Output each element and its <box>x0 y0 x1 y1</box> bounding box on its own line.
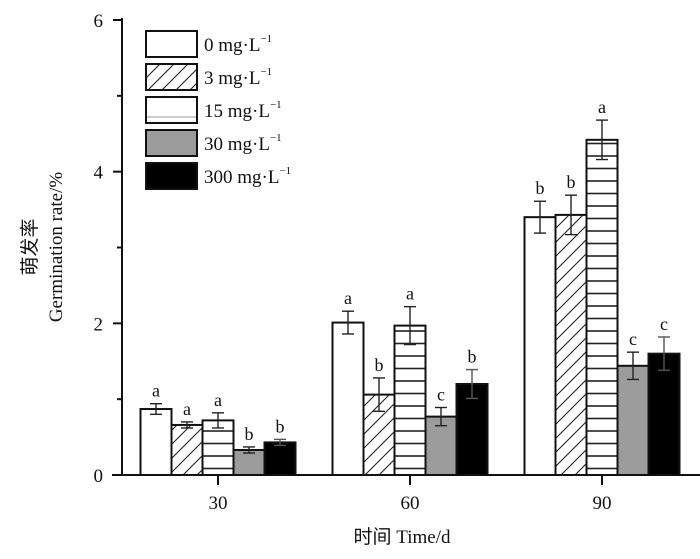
bar-15mg-day-60 <box>395 326 426 475</box>
y-tick-label: 6 <box>94 11 104 32</box>
bar-300mg-day-30 <box>265 442 296 475</box>
x-tick-label: 60 <box>401 493 420 514</box>
y-tick-label: 0 <box>94 466 104 487</box>
significance-letter: b <box>468 347 477 367</box>
bar-300mg-day-90 <box>649 354 680 475</box>
y-axis-title-cn: 萌发率 <box>19 218 41 275</box>
significance-letter: c <box>660 314 668 334</box>
bar-3mg-day-90 <box>556 215 587 475</box>
legend-label: 30 mg·L−1 <box>204 132 282 155</box>
significance-letter: a <box>406 284 414 304</box>
legend-label: 3 mg·L−1 <box>204 66 272 89</box>
legend-label: 15 mg·L−1 <box>204 99 282 122</box>
x-axis-title: 时间 Time/d <box>354 526 451 548</box>
bar-30mg-day-90 <box>618 366 649 475</box>
y-tick-label: 2 <box>94 314 104 335</box>
y-ticks: 0 2 4 6 <box>94 11 123 487</box>
bar-0mg-day-60 <box>333 323 364 475</box>
bar-0mg-day-90 <box>525 217 556 475</box>
significance-letter: b <box>276 416 285 436</box>
significance-letter: b <box>375 355 384 375</box>
significance-letter: a <box>214 390 222 410</box>
significance-letter: b <box>567 172 576 192</box>
significance-letter: b <box>245 424 254 444</box>
legend-item: 300 mg·L−1 <box>146 163 291 189</box>
y-axis-title: Germination rate/% <box>46 172 67 323</box>
significance-letter: a <box>344 288 352 308</box>
significance-letter: c <box>437 385 445 405</box>
legend-item: 3 mg·L−1 <box>146 64 272 90</box>
significance-letter: a <box>183 399 191 419</box>
significance-letter: c <box>629 329 637 349</box>
bar-3mg-day-30 <box>172 425 203 475</box>
legend-swatch <box>146 163 197 189</box>
y-tick-label: 4 <box>94 163 104 184</box>
bar-0mg-day-30 <box>141 409 172 475</box>
legend-label: 300 mg·L−1 <box>204 165 291 188</box>
x-tick-label: 30 <box>209 493 228 514</box>
legend-item: 15 mg·L−1 <box>146 97 282 123</box>
significance-letter: a <box>598 97 606 117</box>
legend-swatch <box>146 64 197 90</box>
significance-letter: b <box>536 178 545 198</box>
x-tick-label: 90 <box>593 493 612 514</box>
bar-30mg-day-30 <box>234 450 265 475</box>
x-ticks: 30 60 90 <box>209 475 612 514</box>
significance-letter: a <box>152 381 160 401</box>
legend-label: 0 mg·L−1 <box>204 33 272 56</box>
legend: 0 mg·L−1 3 mg·L−1 15 mg·L−1 30 mg·L−1 300 mg… <box>146 31 291 189</box>
bar-15mg-day-90 <box>587 140 618 475</box>
legend-item: 30 mg·L−1 <box>146 130 282 156</box>
legend-swatch <box>146 97 197 123</box>
legend-swatch <box>146 130 197 156</box>
legend-item: 0 mg·L−1 <box>146 31 272 57</box>
legend-swatch <box>146 31 197 57</box>
